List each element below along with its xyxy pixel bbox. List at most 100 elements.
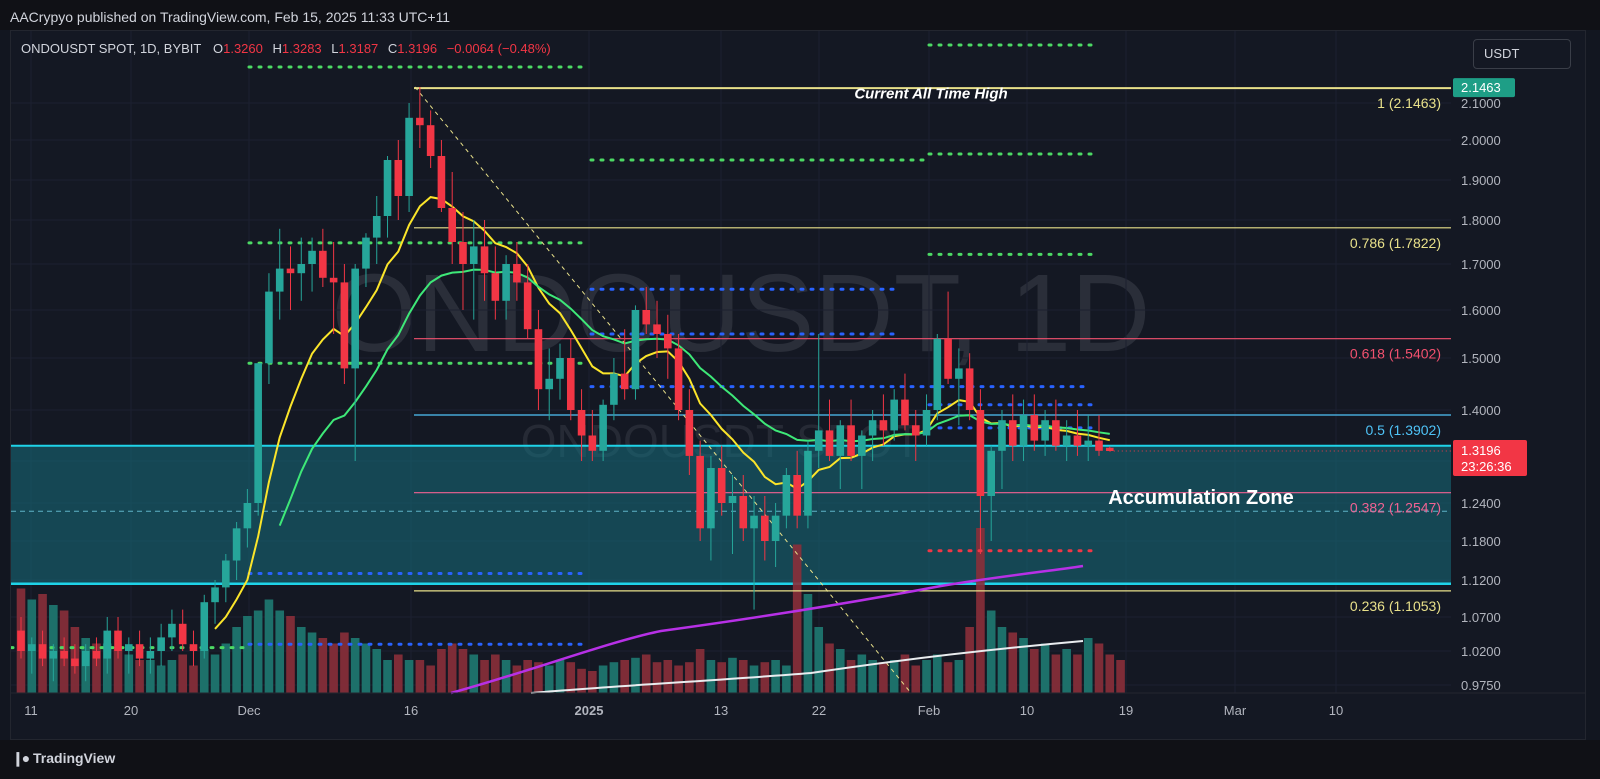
candle-body [814, 430, 823, 451]
volume-bar [253, 610, 263, 693]
volume-bar [146, 660, 155, 693]
candle-body [610, 373, 618, 405]
volume-bar [1073, 654, 1082, 693]
candle-body [232, 528, 241, 561]
ath-price-tag [1453, 78, 1515, 98]
chart-panel[interactable]: ONDOUSDT, 1D ONDOUSDT SPOT 1 (2.1463) 0.786… [10, 30, 1586, 740]
candle-body [1095, 440, 1103, 451]
candle-body [243, 503, 252, 529]
candle-body [405, 117, 413, 196]
volume-bar [1030, 649, 1039, 693]
candle-body [1041, 420, 1049, 441]
volume-bar [631, 657, 640, 693]
volume-bar [189, 665, 198, 693]
candle-body [599, 404, 607, 451]
tradingview-logo[interactable]: ❙● TradingView [12, 750, 115, 767]
candle-body [523, 282, 532, 330]
ath-price-tag-text: 2.1463 [1461, 80, 1501, 95]
candle-body [674, 348, 683, 410]
ath-trendline [414, 86, 912, 694]
publisher-bar: AACrypyo published on TradingView.com, F… [0, 0, 1600, 30]
ema-mid-line [278, 268, 1110, 526]
fib-label-1: 1 (2.1463) [1377, 95, 1441, 111]
volume-bar [685, 662, 694, 693]
ema-slow-line [450, 564, 1084, 695]
x-tick-label: Dec [237, 703, 261, 718]
volume-bar [555, 660, 565, 693]
candle-body [534, 329, 543, 390]
candle-body [965, 368, 974, 410]
candle-body [998, 420, 1006, 451]
volume-bar [178, 654, 187, 693]
volume-bar [404, 660, 414, 693]
candle-body [631, 310, 640, 390]
volume-bar [1083, 638, 1093, 693]
volume-bar [480, 660, 489, 693]
y-tick-label: 1.6000 [1461, 303, 1501, 318]
volume-bar [825, 643, 834, 693]
candle-body [448, 208, 456, 242]
candle-body [114, 630, 122, 651]
y-tick-label: 2.1000 [1461, 96, 1501, 111]
x-tick-label: 10 [1329, 703, 1343, 718]
volume-bar [922, 660, 931, 693]
candle-body [879, 420, 888, 431]
volume-bar [383, 660, 392, 693]
volume-bar [846, 660, 856, 693]
volume-bar [749, 665, 759, 693]
candle-body [955, 368, 963, 379]
candle-body [1084, 440, 1093, 446]
volume-bar [598, 665, 608, 693]
volume-bar [286, 616, 295, 693]
candle-body [825, 430, 834, 456]
candle-body [17, 630, 25, 651]
y-tick-label: 1.1200 [1461, 573, 1501, 588]
y-tick-label: 1.9000 [1461, 173, 1501, 188]
volume-bar [900, 654, 910, 693]
countdown-text: 23:26:36 [1461, 459, 1512, 474]
ema-very-slow-line [530, 640, 1084, 694]
volume-bar [835, 649, 845, 693]
volume-bar [782, 665, 791, 693]
candle-body [329, 277, 338, 283]
legend-open-label: O [212, 41, 224, 56]
brand-name: TradingView [33, 750, 116, 766]
volume-bar [1019, 638, 1028, 693]
volume-bar [394, 654, 403, 693]
volume-bar [566, 662, 576, 693]
candle-body [157, 637, 165, 651]
candle-body [416, 117, 424, 126]
candle-body [351, 268, 359, 369]
legend-close-label: C [387, 41, 398, 56]
candle-body [125, 644, 133, 651]
x-tick-label: 20 [124, 703, 138, 718]
candle-body [265, 291, 273, 364]
candle-body [890, 399, 898, 431]
volume-bar [534, 662, 543, 693]
candle-body [804, 450, 812, 516]
x-tick-label: 2025 [575, 703, 604, 718]
volume-bar [911, 665, 921, 693]
candle-body [545, 378, 554, 390]
candle-body [685, 410, 694, 456]
volume-bar [124, 654, 134, 693]
x-tick-label: Mar [1224, 703, 1247, 718]
volume-bar [199, 649, 209, 693]
y-tick-label: 1.0200 [1461, 644, 1501, 659]
price-axis-background [1451, 31, 1585, 693]
volume-bar [728, 657, 737, 693]
candle-body [469, 246, 478, 264]
candle-body [502, 264, 510, 301]
candle-body [1062, 435, 1071, 446]
candle-body [642, 310, 651, 325]
y-tick-label: 0.9750 [1461, 678, 1501, 693]
candle-body [200, 602, 209, 651]
candle-body [901, 399, 909, 426]
x-tick-label: 16 [404, 703, 418, 718]
accumulation-zone-label: Accumulation Zone [1108, 487, 1294, 509]
last-price-tag [1453, 440, 1527, 477]
candle-body [491, 273, 500, 301]
currency-unit-button[interactable]: USDT [1473, 39, 1571, 69]
volume-bar [447, 643, 457, 693]
